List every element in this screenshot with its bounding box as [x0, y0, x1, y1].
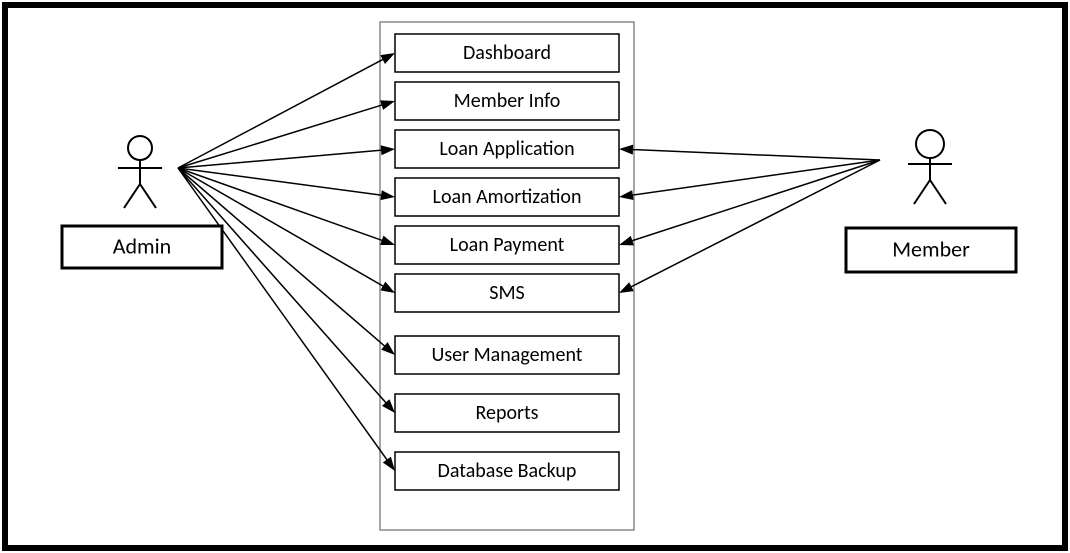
edge-admin-member-info-head	[380, 100, 395, 110]
edge-admin-database-backup-head	[383, 457, 395, 471]
edge-member-loan-amortization	[627, 160, 880, 196]
usecase-label-loan-amortization: Loan Amortization	[433, 185, 582, 209]
usecase-loan-application: Loan Application	[395, 130, 619, 168]
usecase-label-loan-payment: Loan Payment	[450, 233, 565, 257]
usecase-label-loan-application: Loan Application	[439, 137, 574, 161]
usecase-database-backup: Database Backup	[395, 452, 619, 490]
edge-member-loan-payment	[626, 160, 880, 243]
actor-member: Member	[846, 130, 1016, 272]
edge-admin-loan-application-head	[381, 145, 395, 155]
usecase-label-member-info: Member Info	[454, 89, 561, 113]
usecase-loan-amortization: Loan Amortization	[395, 178, 619, 216]
use-case-diagram: Dashboard Member Info Loan Application Loan…	[0, 0, 1070, 553]
usecase-reports: Reports	[395, 394, 619, 432]
edge-admin-database-backup	[178, 168, 391, 465]
edge-member-loan-application	[627, 149, 880, 160]
edge-admin-reports	[178, 168, 390, 407]
actor-label-member: Member	[892, 235, 970, 262]
usecase-label-dashboard: Dashboard	[463, 41, 551, 65]
edge-admin-dashboard-head	[380, 53, 395, 64]
edge-member-loan-payment-head	[619, 236, 634, 246]
usecase-label-reports: Reports	[475, 401, 538, 425]
edge-member-sms-head	[619, 282, 634, 293]
usecase-sms: SMS	[395, 274, 619, 312]
edge-admin-loan-payment-head	[380, 236, 395, 245]
edge-member-sms	[626, 160, 880, 290]
usecase-user-management: User Management	[395, 336, 619, 374]
edge-member-loan-application-head	[619, 145, 633, 155]
usecase-loan-payment: Loan Payment	[395, 226, 619, 264]
usecase-dashboard: Dashboard	[395, 34, 619, 72]
edge-admin-loan-amortization-head	[380, 190, 395, 200]
edge-member-loan-amortization-head	[619, 190, 634, 200]
usecase-label-user-management: User Management	[431, 343, 582, 367]
usecase-label-sms: SMS	[489, 281, 524, 305]
actor-admin: Admin	[62, 136, 222, 268]
usecase-member-info: Member Info	[395, 82, 619, 120]
edge-admin-loan-amortization	[178, 168, 387, 196]
usecase-label-database-backup: Database Backup	[438, 459, 577, 483]
actor-label-admin: Admin	[113, 232, 171, 259]
edge-admin-sms-head	[380, 282, 395, 293]
